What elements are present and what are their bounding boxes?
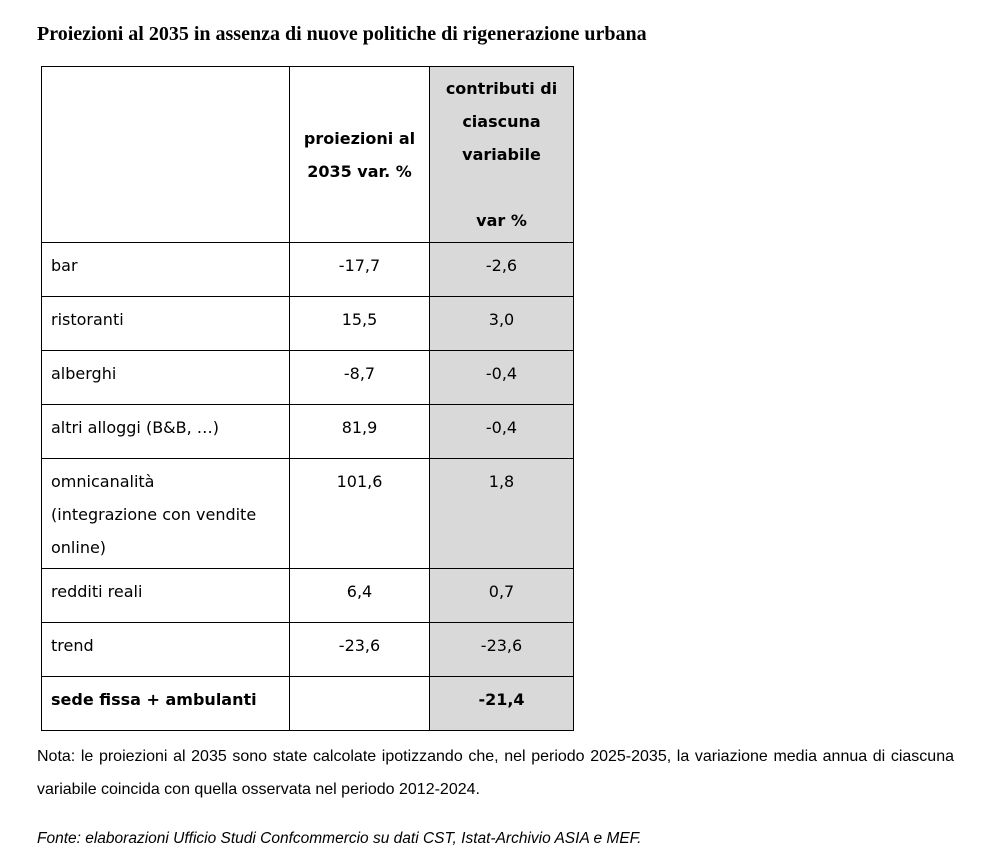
table-row-total: sede fissa + ambulanti -21,4 xyxy=(41,676,574,731)
row-label: altri alloggi (B&B, …) xyxy=(41,404,290,459)
table-row: alberghi -8,7 -0,4 xyxy=(41,350,574,405)
table-header-row: proiezioni al 2035 var. % contributi di … xyxy=(41,66,574,243)
table-row: bar -17,7 -2,6 xyxy=(41,242,574,297)
table-row: ristoranti 15,5 3,0 xyxy=(41,296,574,351)
row-projection-value: -17,7 xyxy=(289,242,430,297)
header-cell-empty xyxy=(41,66,290,243)
row-contribution-value: -21,4 xyxy=(429,676,574,731)
projections-table: proiezioni al 2035 var. % contributi di … xyxy=(41,66,574,731)
table-note: Nota: le proiezioni al 2035 sono state c… xyxy=(37,748,954,798)
source-line: Fonte: elaborazioni Ufficio Studi Confco… xyxy=(37,830,642,847)
header-cell-proiezioni: proiezioni al 2035 var. % xyxy=(289,66,430,243)
table-row: redditi reali 6,4 0,7 xyxy=(41,568,574,623)
row-projection-value: -23,6 xyxy=(289,622,430,677)
table-row: omnicanalità (integrazione con vendite o… xyxy=(41,458,574,569)
page-title: Proiezioni al 2035 in assenza di nuove p… xyxy=(37,23,647,45)
row-projection-value: 101,6 xyxy=(289,458,430,569)
row-label: omnicanalità (integrazione con vendite o… xyxy=(41,458,290,569)
row-contribution-value: -0,4 xyxy=(429,404,574,459)
row-label: ristoranti xyxy=(41,296,290,351)
row-contribution-value: -0,4 xyxy=(429,350,574,405)
header-cell-contributi: contributi di ciascuna variabile var % xyxy=(429,66,574,243)
row-label: trend xyxy=(41,622,290,677)
row-contribution-value: -23,6 xyxy=(429,622,574,677)
row-label: redditi reali xyxy=(41,568,290,623)
row-contribution-value: 0,7 xyxy=(429,568,574,623)
row-label: sede fissa + ambulanti xyxy=(41,676,290,731)
row-projection-value: 81,9 xyxy=(289,404,430,459)
row-projection-value xyxy=(289,676,430,731)
row-contribution-value: 3,0 xyxy=(429,296,574,351)
row-contribution-value: -2,6 xyxy=(429,242,574,297)
table-row: trend -23,6 -23,6 xyxy=(41,622,574,677)
row-projection-value: 6,4 xyxy=(289,568,430,623)
row-label: alberghi xyxy=(41,350,290,405)
row-contribution-value: 1,8 xyxy=(429,458,574,569)
row-projection-value: 15,5 xyxy=(289,296,430,351)
row-projection-value: -8,7 xyxy=(289,350,430,405)
row-label: bar xyxy=(41,242,290,297)
table-row: altri alloggi (B&B, …) 81,9 -0,4 xyxy=(41,404,574,459)
